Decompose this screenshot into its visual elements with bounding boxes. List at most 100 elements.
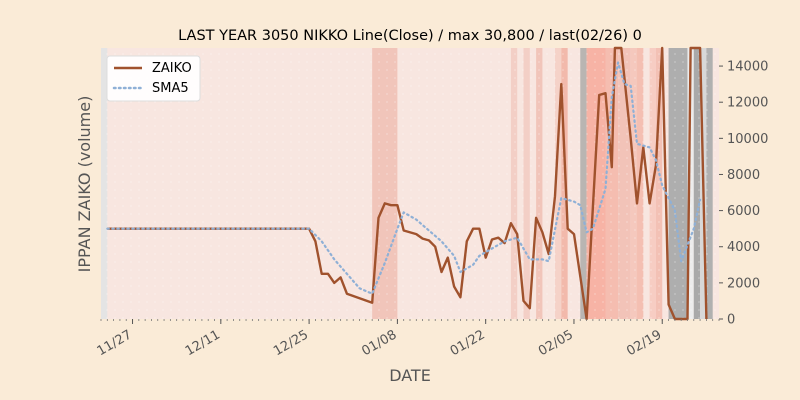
grid-dot [146, 253, 148, 255]
grid-dot [170, 301, 172, 303]
grid-dot [394, 181, 396, 183]
grid-dot [394, 189, 396, 191]
grid-dot [170, 149, 172, 151]
grid-dot [466, 277, 468, 279]
grid-dot [522, 125, 524, 127]
grid-dot [466, 229, 468, 231]
grid-dot [682, 53, 684, 55]
grid-dot [474, 125, 476, 127]
grid-dot [114, 309, 116, 311]
series-lines [106, 46, 708, 321]
grid-dot [626, 237, 628, 239]
grid-dot [618, 277, 620, 279]
grid-dot [242, 69, 244, 71]
grid-dot [674, 261, 676, 263]
grid-dot [122, 221, 124, 223]
grid-dot [466, 149, 468, 151]
grid-dot [330, 77, 332, 79]
grid-dot [202, 277, 204, 279]
grid-dot [450, 53, 452, 55]
grid-dot [178, 221, 180, 223]
grid-dot [282, 173, 284, 175]
grid-dot [418, 245, 420, 247]
grid-dot [530, 189, 532, 191]
grid-dot [498, 277, 500, 279]
grid-dot [442, 221, 444, 223]
grid-dot [538, 253, 540, 255]
shaded-band [101, 48, 108, 319]
grid-dot [122, 109, 124, 111]
grid-dot [362, 189, 364, 191]
grid-dot [186, 197, 188, 199]
grid-dot [282, 117, 284, 119]
grid-dot [618, 253, 620, 255]
grid-dot [650, 237, 652, 239]
grid-dot [546, 293, 548, 295]
grid-dot [114, 109, 116, 111]
grid-dot [482, 173, 484, 175]
grid-dot [602, 53, 604, 55]
grid-dot [138, 269, 140, 271]
grid-dot [370, 181, 372, 183]
grid-dot [602, 125, 604, 127]
grid-dot [146, 205, 148, 207]
grid-dot [226, 149, 228, 151]
shaded-band [655, 48, 663, 319]
grid-dot [210, 277, 212, 279]
grid-dot [242, 117, 244, 119]
grid-dot [714, 125, 716, 127]
grid-dot [290, 197, 292, 199]
grid-dot [250, 117, 252, 119]
grid-dot [714, 189, 716, 191]
grid-dot [522, 133, 524, 135]
grid-dot [250, 141, 252, 143]
grid-dot [210, 301, 212, 303]
grid-dot [418, 285, 420, 287]
grid-dot [162, 141, 164, 143]
grid-dot [442, 141, 444, 143]
grid-dot [426, 269, 428, 271]
grid-dot [242, 261, 244, 263]
grid-dot [514, 269, 516, 271]
grid-dot [338, 157, 340, 159]
grid-dot [578, 61, 580, 63]
grid-dot [466, 109, 468, 111]
grid-dot [618, 77, 620, 79]
grid-dot [682, 229, 684, 231]
grid-dot [690, 149, 692, 151]
grid-dot [306, 205, 308, 207]
grid-dot [682, 189, 684, 191]
grid-dot [234, 285, 236, 287]
grid-dot [466, 85, 468, 87]
grid-dot [178, 253, 180, 255]
grid-dot [402, 77, 404, 79]
grid-dot [306, 173, 308, 175]
grid-dot [170, 109, 172, 111]
grid-dot [322, 221, 324, 223]
grid-dot [458, 269, 460, 271]
grid-dot [498, 285, 500, 287]
grid-dot [114, 269, 116, 271]
y-tick-label: 0 [727, 313, 735, 328]
grid-dot [362, 69, 364, 71]
grid-dot [586, 261, 588, 263]
grid-dot [130, 117, 132, 119]
grid-dot [482, 93, 484, 95]
grid-dot [330, 197, 332, 199]
grid-dot [274, 261, 276, 263]
grid-dot [682, 85, 684, 87]
grid-dot [666, 117, 668, 119]
grid-dot [634, 53, 636, 55]
grid-dot [586, 213, 588, 215]
grid-dot [370, 53, 372, 55]
grid-dot [330, 269, 332, 271]
grid-dot [226, 277, 228, 279]
grid-dot [610, 293, 612, 295]
grid-dot [642, 205, 644, 207]
grid-dot [706, 149, 708, 151]
grid-dot [138, 133, 140, 135]
grid-dot [714, 229, 716, 231]
grid-dot [282, 101, 284, 103]
grid-dot [610, 301, 612, 303]
grid-dot [490, 173, 492, 175]
